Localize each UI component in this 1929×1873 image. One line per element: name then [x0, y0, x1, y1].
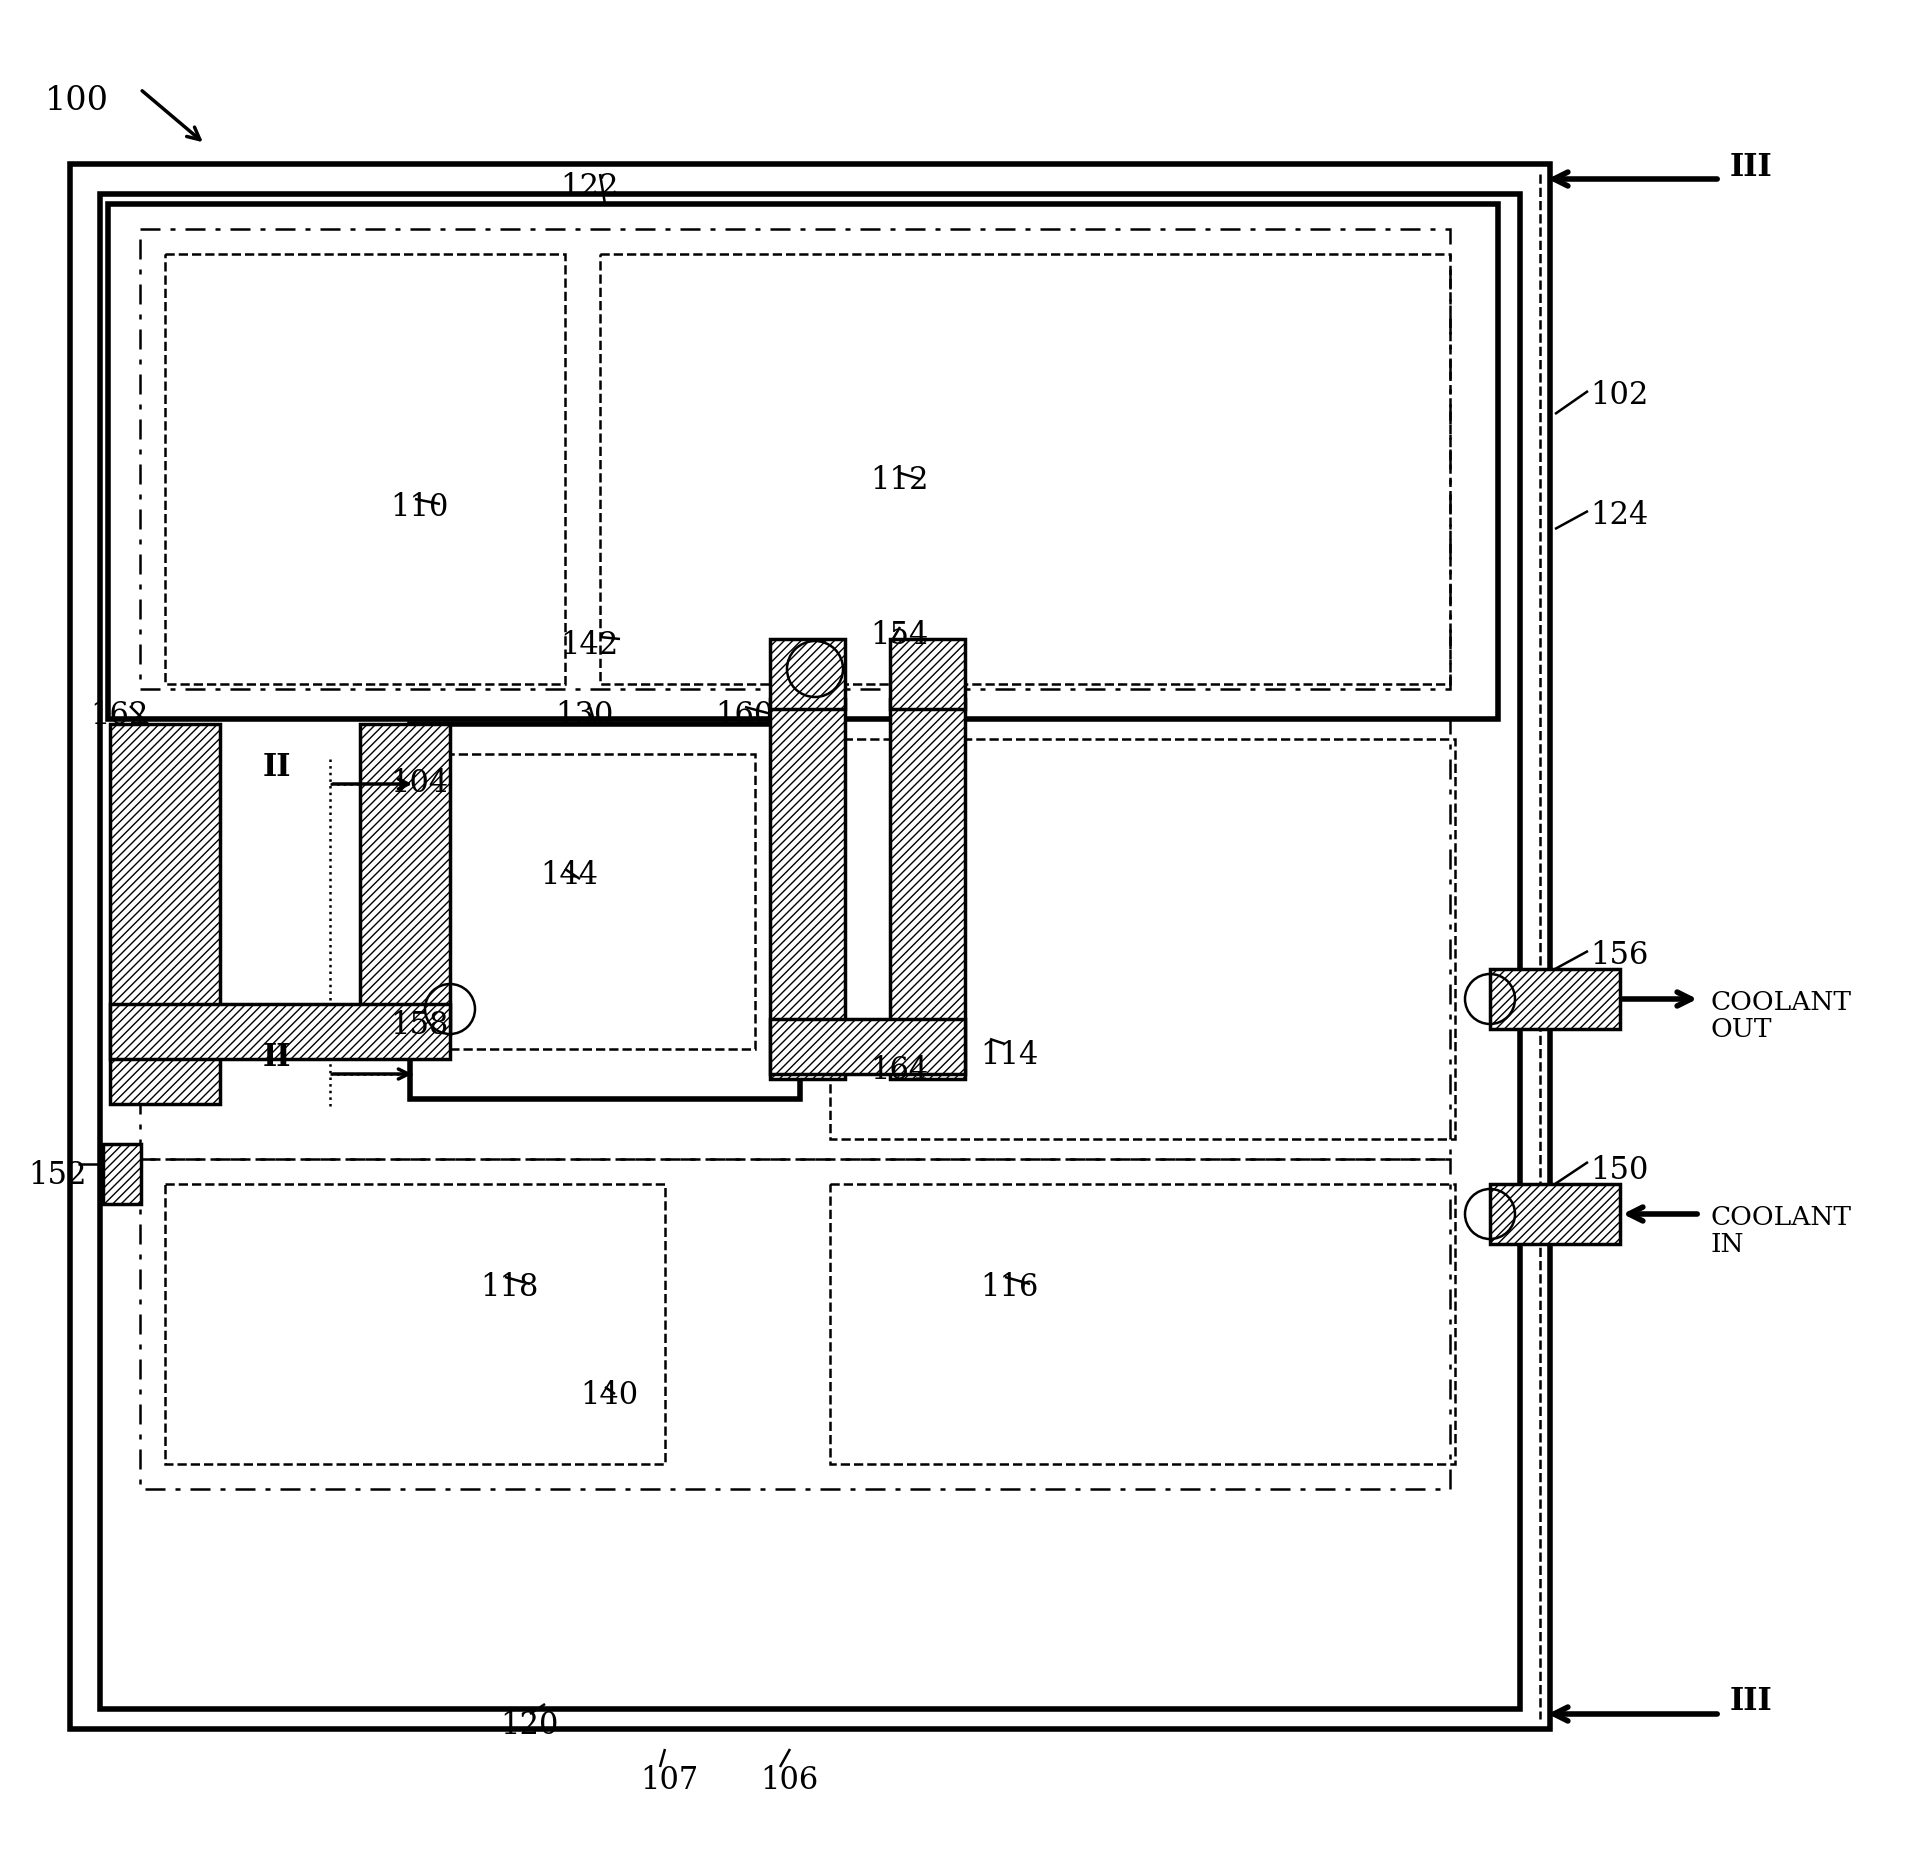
- Text: 110: 110: [390, 493, 448, 523]
- Bar: [100, 195, 1520, 1708]
- Bar: [166, 1184, 666, 1465]
- Text: 100: 100: [44, 84, 110, 116]
- Text: 116: 116: [980, 1272, 1038, 1302]
- Bar: [770, 701, 845, 1079]
- Text: II: II: [262, 753, 291, 783]
- Text: 106: 106: [760, 1764, 818, 1794]
- Text: III: III: [1730, 152, 1773, 182]
- Text: 118: 118: [480, 1272, 538, 1302]
- Text: 150: 150: [1589, 1154, 1649, 1186]
- Text: 152: 152: [29, 1159, 87, 1191]
- Text: III: III: [1730, 1686, 1773, 1716]
- Bar: [69, 165, 1551, 1729]
- Text: 102: 102: [1589, 380, 1649, 410]
- Text: COOLANT: COOLANT: [1709, 989, 1852, 1015]
- Bar: [166, 255, 565, 686]
- Text: 122: 122: [559, 172, 619, 202]
- Text: 107: 107: [640, 1764, 698, 1794]
- Bar: [446, 755, 754, 1049]
- Bar: [889, 701, 964, 1079]
- Text: II: II: [262, 1041, 291, 1073]
- Text: COOLANT: COOLANT: [1709, 1204, 1852, 1229]
- Text: 120: 120: [500, 1708, 557, 1740]
- Text: 140: 140: [581, 1379, 638, 1410]
- Bar: [361, 725, 449, 1034]
- Bar: [829, 740, 1454, 1139]
- Text: 142: 142: [559, 629, 619, 661]
- Text: 160: 160: [716, 701, 774, 730]
- Bar: [141, 719, 1451, 1159]
- Text: 154: 154: [870, 620, 928, 650]
- Bar: [108, 204, 1499, 719]
- Text: 158: 158: [390, 1010, 448, 1040]
- Bar: [110, 725, 220, 1105]
- Text: 162: 162: [91, 701, 149, 730]
- Bar: [141, 230, 1451, 689]
- Text: 104: 104: [390, 768, 448, 798]
- Text: OUT: OUT: [1709, 1017, 1771, 1041]
- Bar: [829, 1184, 1454, 1465]
- Bar: [889, 641, 964, 710]
- Bar: [770, 1019, 964, 1075]
- Bar: [110, 1004, 449, 1060]
- Bar: [1489, 1184, 1620, 1244]
- Bar: [411, 725, 801, 1099]
- Bar: [770, 641, 845, 710]
- Text: 124: 124: [1589, 500, 1647, 530]
- Text: 144: 144: [540, 860, 598, 890]
- Bar: [102, 1144, 141, 1204]
- Bar: [600, 255, 1451, 686]
- Text: 156: 156: [1589, 940, 1649, 970]
- Bar: [141, 1159, 1451, 1489]
- Text: 114: 114: [980, 1040, 1038, 1071]
- Bar: [1489, 970, 1620, 1030]
- Text: IN: IN: [1709, 1231, 1744, 1257]
- Text: 130: 130: [556, 701, 613, 730]
- Text: 164: 164: [870, 1054, 928, 1086]
- Text: 112: 112: [870, 465, 928, 496]
